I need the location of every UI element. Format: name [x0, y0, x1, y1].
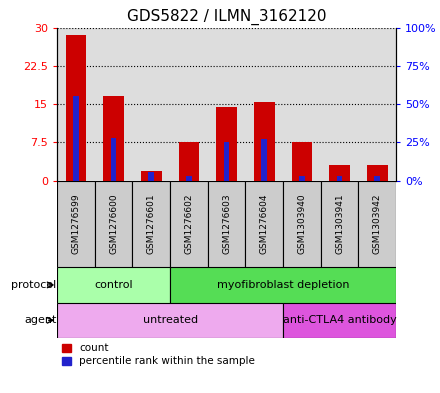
Bar [57, 28, 95, 181]
Bar [103, 97, 124, 181]
Text: GSM1303941: GSM1303941 [335, 194, 344, 254]
Bar [254, 101, 275, 181]
Bar [186, 176, 192, 181]
Bar [216, 107, 237, 181]
Text: GSM1276599: GSM1276599 [72, 194, 81, 254]
FancyBboxPatch shape [208, 181, 246, 267]
Bar [224, 143, 229, 181]
FancyBboxPatch shape [170, 267, 396, 303]
Text: GSM1276603: GSM1276603 [222, 194, 231, 254]
Bar [292, 143, 312, 181]
Bar [132, 28, 170, 181]
Text: GSM1276602: GSM1276602 [184, 194, 194, 254]
Bar [66, 35, 86, 181]
Bar [358, 28, 396, 181]
Bar [111, 138, 117, 181]
Bar [261, 140, 267, 181]
Text: protocol: protocol [11, 280, 56, 290]
FancyBboxPatch shape [283, 181, 321, 267]
FancyBboxPatch shape [95, 181, 132, 267]
Bar [374, 176, 380, 181]
Title: GDS5822 / ILMN_3162120: GDS5822 / ILMN_3162120 [127, 9, 326, 25]
Bar [337, 176, 342, 181]
FancyBboxPatch shape [132, 181, 170, 267]
Bar [329, 165, 350, 181]
Text: GSM1276601: GSM1276601 [147, 194, 156, 254]
FancyBboxPatch shape [57, 303, 283, 338]
Legend: count, percentile rank within the sample: count, percentile rank within the sample [62, 343, 255, 366]
Bar [73, 97, 79, 181]
Bar [321, 28, 358, 181]
Bar [208, 28, 246, 181]
Bar [141, 171, 161, 181]
Text: agent: agent [24, 315, 56, 325]
FancyBboxPatch shape [246, 181, 283, 267]
Text: GSM1303940: GSM1303940 [297, 194, 306, 254]
FancyBboxPatch shape [57, 267, 170, 303]
Text: GSM1276600: GSM1276600 [109, 194, 118, 254]
Bar [246, 28, 283, 181]
Text: GSM1303942: GSM1303942 [373, 194, 381, 254]
Text: anti-CTLA4 antibody: anti-CTLA4 antibody [282, 315, 396, 325]
Text: control: control [94, 280, 133, 290]
Text: GSM1276604: GSM1276604 [260, 194, 269, 254]
Text: untreated: untreated [143, 315, 198, 325]
Bar [299, 176, 305, 181]
Bar [367, 165, 388, 181]
Text: myofibroblast depletion: myofibroblast depletion [217, 280, 349, 290]
Bar [283, 28, 321, 181]
FancyBboxPatch shape [321, 181, 358, 267]
FancyBboxPatch shape [283, 303, 396, 338]
FancyBboxPatch shape [170, 181, 208, 267]
FancyBboxPatch shape [57, 181, 95, 267]
FancyBboxPatch shape [358, 181, 396, 267]
Bar [179, 143, 199, 181]
Bar [148, 172, 154, 181]
Bar [170, 28, 208, 181]
Bar [95, 28, 132, 181]
